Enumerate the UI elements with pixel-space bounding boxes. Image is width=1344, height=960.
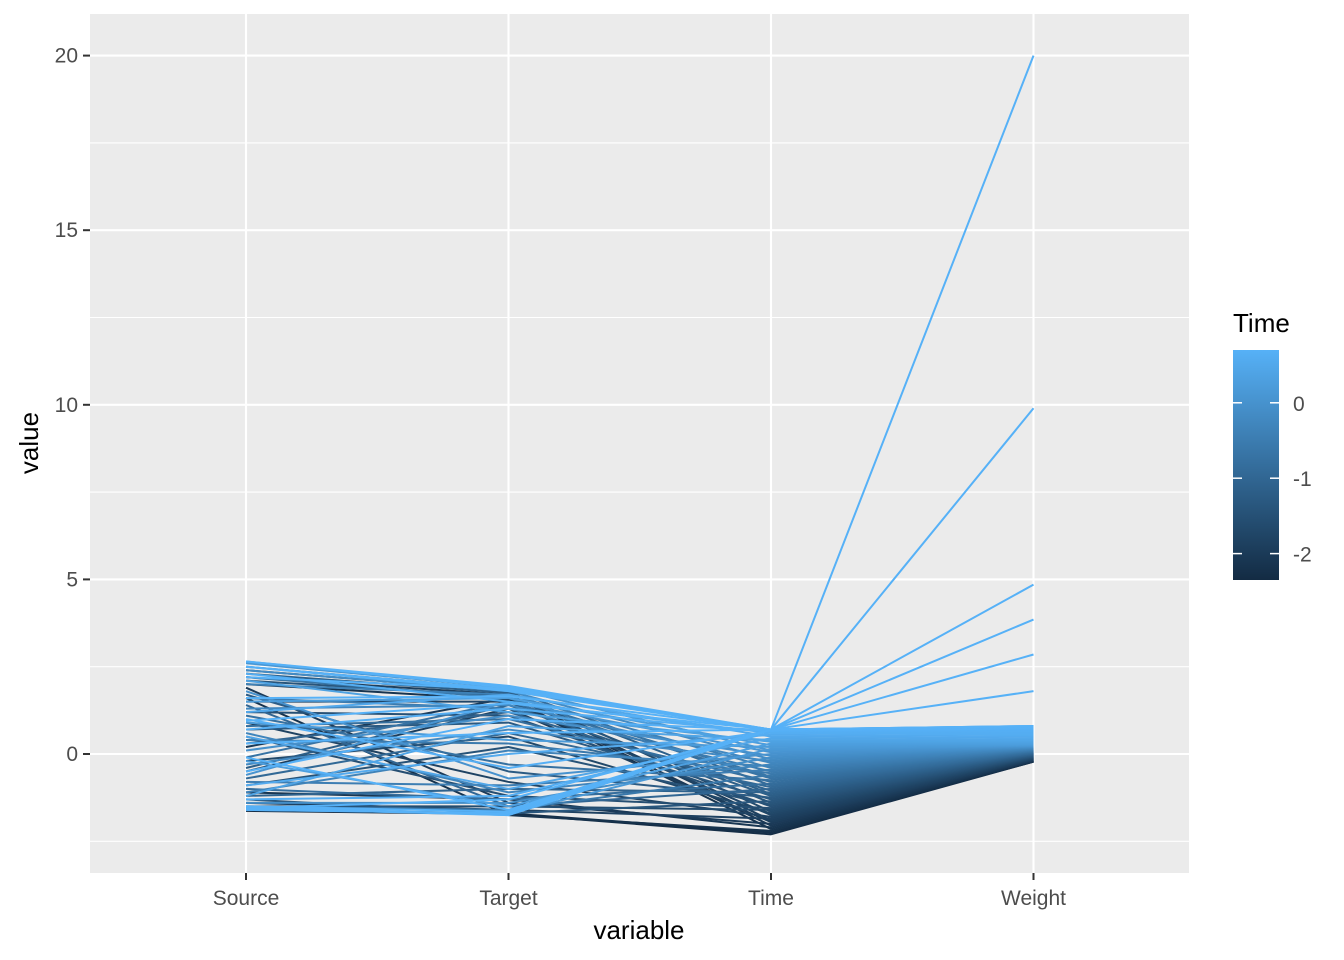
series-line xyxy=(245,690,1034,780)
y-tick-label: 15 xyxy=(55,219,78,242)
series-line xyxy=(245,754,1034,815)
y-tick-label: 5 xyxy=(66,568,78,591)
legend-tick-label: -2 xyxy=(1293,544,1312,567)
x-axis: Source Target Time Weight xyxy=(213,873,1066,910)
x-tick-label: Weight xyxy=(1001,887,1066,910)
x-tick-label: Source xyxy=(213,887,280,910)
legend-title: Time xyxy=(1233,308,1290,338)
series-line xyxy=(245,707,1034,733)
y-axis-title: value xyxy=(14,412,44,474)
legend-ticks: 0 -1 -2 xyxy=(1233,393,1312,567)
series-line xyxy=(245,55,1035,817)
legend-tick-label: -1 xyxy=(1293,468,1312,491)
y-tick-label: 10 xyxy=(55,394,78,417)
series-line xyxy=(245,702,1034,731)
series-line xyxy=(245,697,1034,747)
legend-colorbar xyxy=(1233,350,1279,580)
y-axis: 0 5 10 15 20 xyxy=(55,45,90,766)
series-line xyxy=(245,732,1034,789)
series-line xyxy=(245,407,1035,731)
x-tick-label: Time xyxy=(748,887,794,910)
legend-tick-label: 0 xyxy=(1293,393,1305,416)
series-line xyxy=(245,747,1034,794)
x-axis-title: variable xyxy=(593,915,684,945)
y-tick-label: 20 xyxy=(55,45,78,68)
series-line xyxy=(245,721,1034,818)
y-tick-label: 0 xyxy=(66,743,78,766)
series-lines xyxy=(245,55,1035,836)
series-line xyxy=(245,718,1034,783)
series-line xyxy=(245,733,1034,787)
series-line xyxy=(245,718,1034,769)
series-line xyxy=(245,660,1034,731)
major-gridlines xyxy=(90,14,1189,873)
series-line xyxy=(245,714,1034,757)
x-tick-label: Target xyxy=(479,887,538,910)
series-line xyxy=(245,725,1034,797)
color-legend: Time 0 -1 -2 xyxy=(1233,308,1312,580)
